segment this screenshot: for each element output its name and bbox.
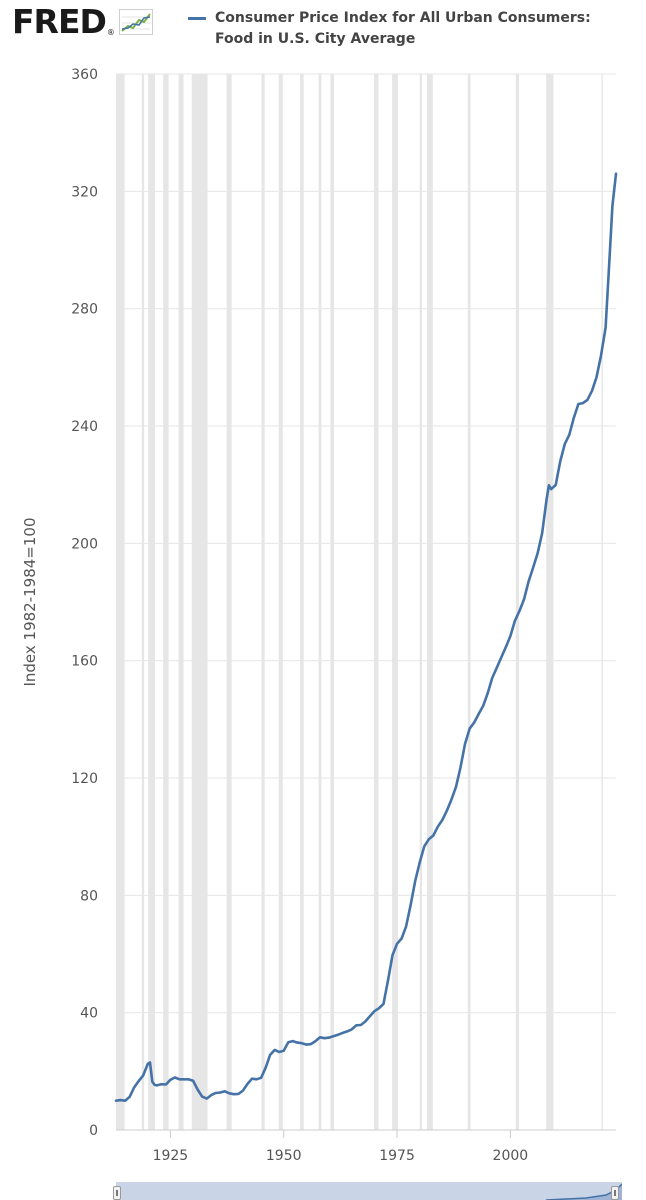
series-layer xyxy=(114,172,618,1102)
recession-band xyxy=(116,74,125,1130)
y-tick-label: 200 xyxy=(71,536,98,552)
gridlines xyxy=(116,73,616,1131)
y-axis-ticks: 0 40 80 120 160 200 240 280 320 360 xyxy=(71,67,98,1139)
y-tick-label: 80 xyxy=(80,888,98,904)
recession-band xyxy=(373,74,379,1130)
recession-band xyxy=(392,74,398,1130)
range-navigator[interactable] xyxy=(116,1182,623,1200)
fred-logo-text: FRED xyxy=(12,2,107,41)
y-axis-title: Index 1982-1984=100 xyxy=(21,517,39,686)
recession-band xyxy=(261,74,265,1130)
y-tick-label: 120 xyxy=(71,771,98,787)
x-axis-ticks: 1925 1950 1975 2000 xyxy=(116,1129,616,1164)
x-tick-label: 1975 xyxy=(379,1148,415,1164)
fred-logo[interactable]: FRED ® xyxy=(12,2,153,42)
recession-band xyxy=(515,74,519,1130)
recession-band xyxy=(546,74,554,1130)
recession-band xyxy=(601,74,603,1130)
recession-band xyxy=(467,74,471,1130)
navigator-right-handle[interactable] xyxy=(611,1186,619,1200)
recession-band xyxy=(318,74,322,1130)
y-tick-label: 0 xyxy=(89,1123,98,1139)
y-tick-label: 240 xyxy=(71,419,98,435)
recession-band xyxy=(191,74,208,1130)
y-tick-label: 40 xyxy=(80,1006,98,1022)
recession-band xyxy=(278,74,283,1130)
recession-shading xyxy=(116,74,603,1130)
chart-legend[interactable]: Consumer Price Index for All Urban Consu… xyxy=(188,8,638,50)
legend-series-label: Consumer Price Index for All Urban Consu… xyxy=(215,10,591,47)
chart-header: FRED ® Consumer Price Index for All Urba… xyxy=(0,0,646,60)
recession-band xyxy=(178,74,184,1130)
series-line[interactable] xyxy=(114,172,618,1102)
registered-mark: ® xyxy=(106,27,115,37)
y-tick-label: 320 xyxy=(71,184,98,200)
navigator-left-handle[interactable] xyxy=(113,1186,121,1200)
recession-band xyxy=(148,74,155,1130)
recession-band xyxy=(300,74,304,1130)
recession-band xyxy=(330,74,335,1130)
recession-band xyxy=(141,74,145,1130)
x-tick-label: 1950 xyxy=(266,1148,302,1164)
recession-band xyxy=(426,74,433,1130)
y-tick-label: 160 xyxy=(71,654,98,670)
y-tick-label: 280 xyxy=(71,302,98,318)
x-tick-label: 1925 xyxy=(153,1148,189,1164)
x-tick-label: 2000 xyxy=(493,1148,529,1164)
fred-trend-icon xyxy=(118,9,153,35)
y-tick-label: 360 xyxy=(71,67,98,83)
navigator-preview xyxy=(545,1183,623,1200)
recession-band xyxy=(163,74,169,1130)
recession-band xyxy=(419,74,422,1130)
legend-swatch xyxy=(188,17,206,20)
recession-band xyxy=(226,74,232,1130)
